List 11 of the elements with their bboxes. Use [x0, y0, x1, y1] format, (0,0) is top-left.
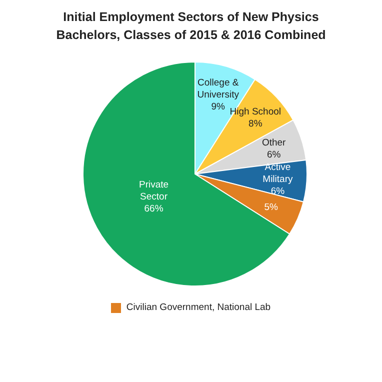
data-label: 8% — [248, 118, 263, 129]
slice-label: Private Sector — [138, 179, 169, 202]
data-label: 6% — [270, 186, 286, 197]
data-label: 5% — [264, 201, 278, 212]
chart-title: Initial Employment Sectors of New Physics Bachelors, Classes of 2015 & 2016 Combined — [55, 9, 327, 44]
slice-label: College & University — [197, 76, 240, 100]
data-label: 9% — [211, 100, 226, 112]
data-label: 66% — [144, 203, 164, 214]
legend-label: Civilian Government, National Lab — [125, 302, 271, 313]
data-label: 6% — [266, 148, 282, 160]
slice-label: Other — [262, 136, 286, 148]
